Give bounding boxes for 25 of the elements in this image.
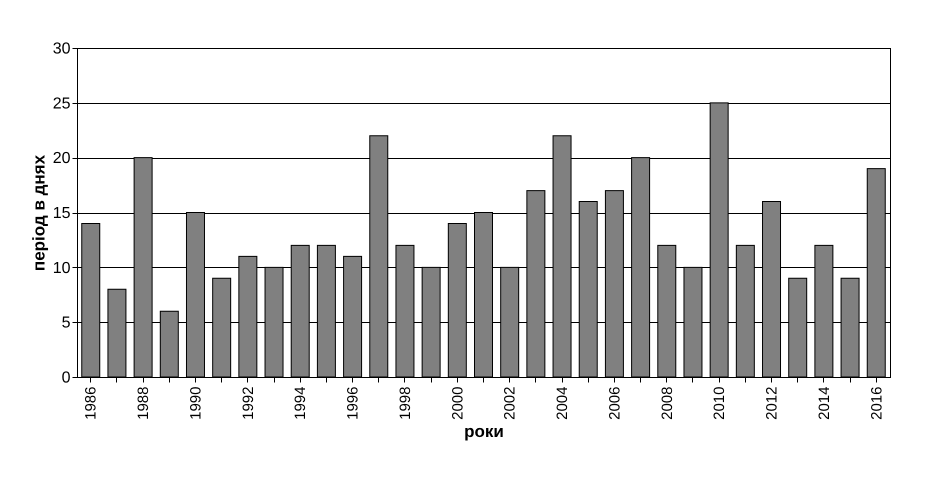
x-tick-label: 1986 — [82, 386, 100, 420]
y-axis-title: період в днях — [30, 154, 49, 272]
x-tick-label: 1994 — [292, 386, 310, 420]
x-tick-label: 1990 — [187, 386, 204, 420]
y-tick-label: 30 — [52, 40, 71, 58]
x-tick-label: 2016 — [868, 386, 886, 420]
x-tick-label: 2008 — [658, 386, 676, 420]
y-tick-label: 15 — [52, 205, 71, 222]
x-tick-label: 1996 — [344, 386, 362, 420]
y-tick-label: 10 — [52, 260, 71, 277]
y-tick-label: 25 — [52, 95, 71, 112]
x-tick-label: 2006 — [606, 386, 624, 420]
y-tick-label: 0 — [62, 370, 71, 386]
x-tick-label: 1988 — [135, 386, 152, 420]
x-tick-label: 2014 — [816, 386, 833, 420]
y-tick-label: 20 — [52, 150, 71, 168]
x-tick-label: 1992 — [240, 386, 257, 420]
x-tick-label: 2004 — [554, 386, 572, 420]
x-tick-label: 2012 — [764, 386, 781, 420]
x-tick-label: 1998 — [396, 386, 414, 420]
x-axis-title: роки — [464, 422, 504, 441]
x-tick-label: 2010 — [711, 386, 728, 420]
x-tick-label: 2002 — [502, 386, 519, 420]
x-tick-label: 2000 — [449, 386, 466, 420]
y-tick-label: 5 — [62, 314, 71, 332]
